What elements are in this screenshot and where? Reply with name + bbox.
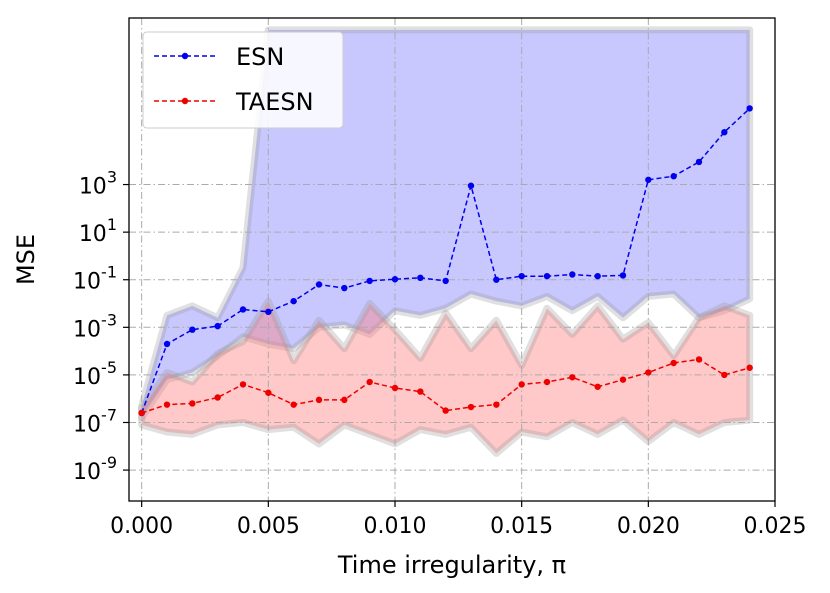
point-esn — [594, 272, 601, 280]
y-axis-label: MSE — [12, 234, 40, 285]
x-tick-label: 0.010 — [364, 514, 427, 539]
point-esn — [163, 340, 171, 348]
point-esn — [391, 276, 399, 283]
point-taesn — [543, 378, 551, 386]
point-taesn — [138, 409, 145, 417]
point-taesn — [341, 396, 348, 404]
point-taesn — [417, 388, 424, 395]
point-taesn — [265, 389, 272, 396]
y-tick-label: 10-7 — [73, 405, 117, 437]
legend-label-taesn: TAESN — [235, 88, 314, 116]
point-taesn — [366, 378, 373, 386]
point-taesn — [163, 401, 171, 408]
point-esn — [569, 271, 576, 278]
point-taesn — [290, 401, 297, 408]
point-esn — [619, 272, 627, 279]
x-axis-label: Time irregularity, π — [337, 551, 566, 579]
x-tick-label: 0.005 — [237, 514, 300, 539]
grid — [129, 18, 775, 501]
point-taesn — [391, 384, 399, 392]
point-taesn — [721, 371, 728, 379]
point-taesn — [645, 369, 652, 376]
point-esn — [265, 308, 272, 316]
point-esn — [746, 105, 753, 112]
point-taesn — [315, 396, 323, 404]
point-esn — [417, 274, 424, 282]
point-taesn — [594, 383, 601, 390]
point-esn — [721, 129, 728, 136]
point-esn — [695, 158, 703, 166]
point-esn — [366, 277, 373, 285]
point-esn — [290, 297, 297, 305]
point-taesn — [467, 403, 475, 411]
point-taesn — [493, 401, 500, 408]
legend-marker-esn — [181, 52, 189, 60]
point-esn — [442, 277, 449, 285]
y-tick-label: 101 — [79, 215, 117, 247]
plot-frame — [128, 17, 776, 502]
point-esn — [315, 281, 323, 288]
point-taesn — [442, 407, 449, 414]
point-taesn — [518, 381, 525, 388]
x-tick-label: 0.025 — [744, 514, 807, 539]
legend-label-esn: ESN — [236, 43, 284, 71]
point-esn — [543, 272, 551, 280]
point-taesn — [214, 394, 221, 401]
y-tick-label: 10-5 — [73, 358, 117, 390]
legend-marker-taesn — [181, 97, 189, 105]
point-esn — [467, 182, 475, 189]
series-lines — [138, 105, 753, 417]
point-esn — [341, 284, 348, 292]
point-taesn — [670, 359, 677, 367]
legend-box — [142, 31, 344, 129]
point-esn — [189, 326, 196, 333]
point-taesn — [695, 356, 703, 363]
y-tick-label: 10-3 — [73, 310, 117, 342]
point-esn — [670, 173, 677, 180]
point-taesn — [619, 376, 627, 383]
point-taesn — [569, 374, 576, 381]
point-taesn — [746, 364, 753, 371]
y-tick-label: 103 — [79, 168, 117, 200]
axis-ticks: 0.000 0.005 0.010 0.015 0.020 0.025 103 101 10-1… — [73, 168, 806, 539]
point-taesn — [239, 381, 247, 388]
point-taesn — [189, 400, 196, 407]
y-tick-label: 10-9 — [73, 453, 117, 485]
x-tick-label: 0.020 — [617, 514, 680, 539]
x-tick-label: 0.000 — [110, 514, 173, 539]
point-esn — [518, 272, 525, 280]
legend: ESN TAESN — [142, 31, 344, 129]
point-esn — [214, 322, 221, 330]
point-esn — [493, 276, 500, 283]
point-esn — [645, 176, 652, 183]
band-taesn — [138, 297, 754, 457]
x-tick-label: 0.015 — [490, 514, 553, 539]
y-tick-label: 10-1 — [73, 263, 117, 295]
point-esn — [239, 306, 247, 313]
